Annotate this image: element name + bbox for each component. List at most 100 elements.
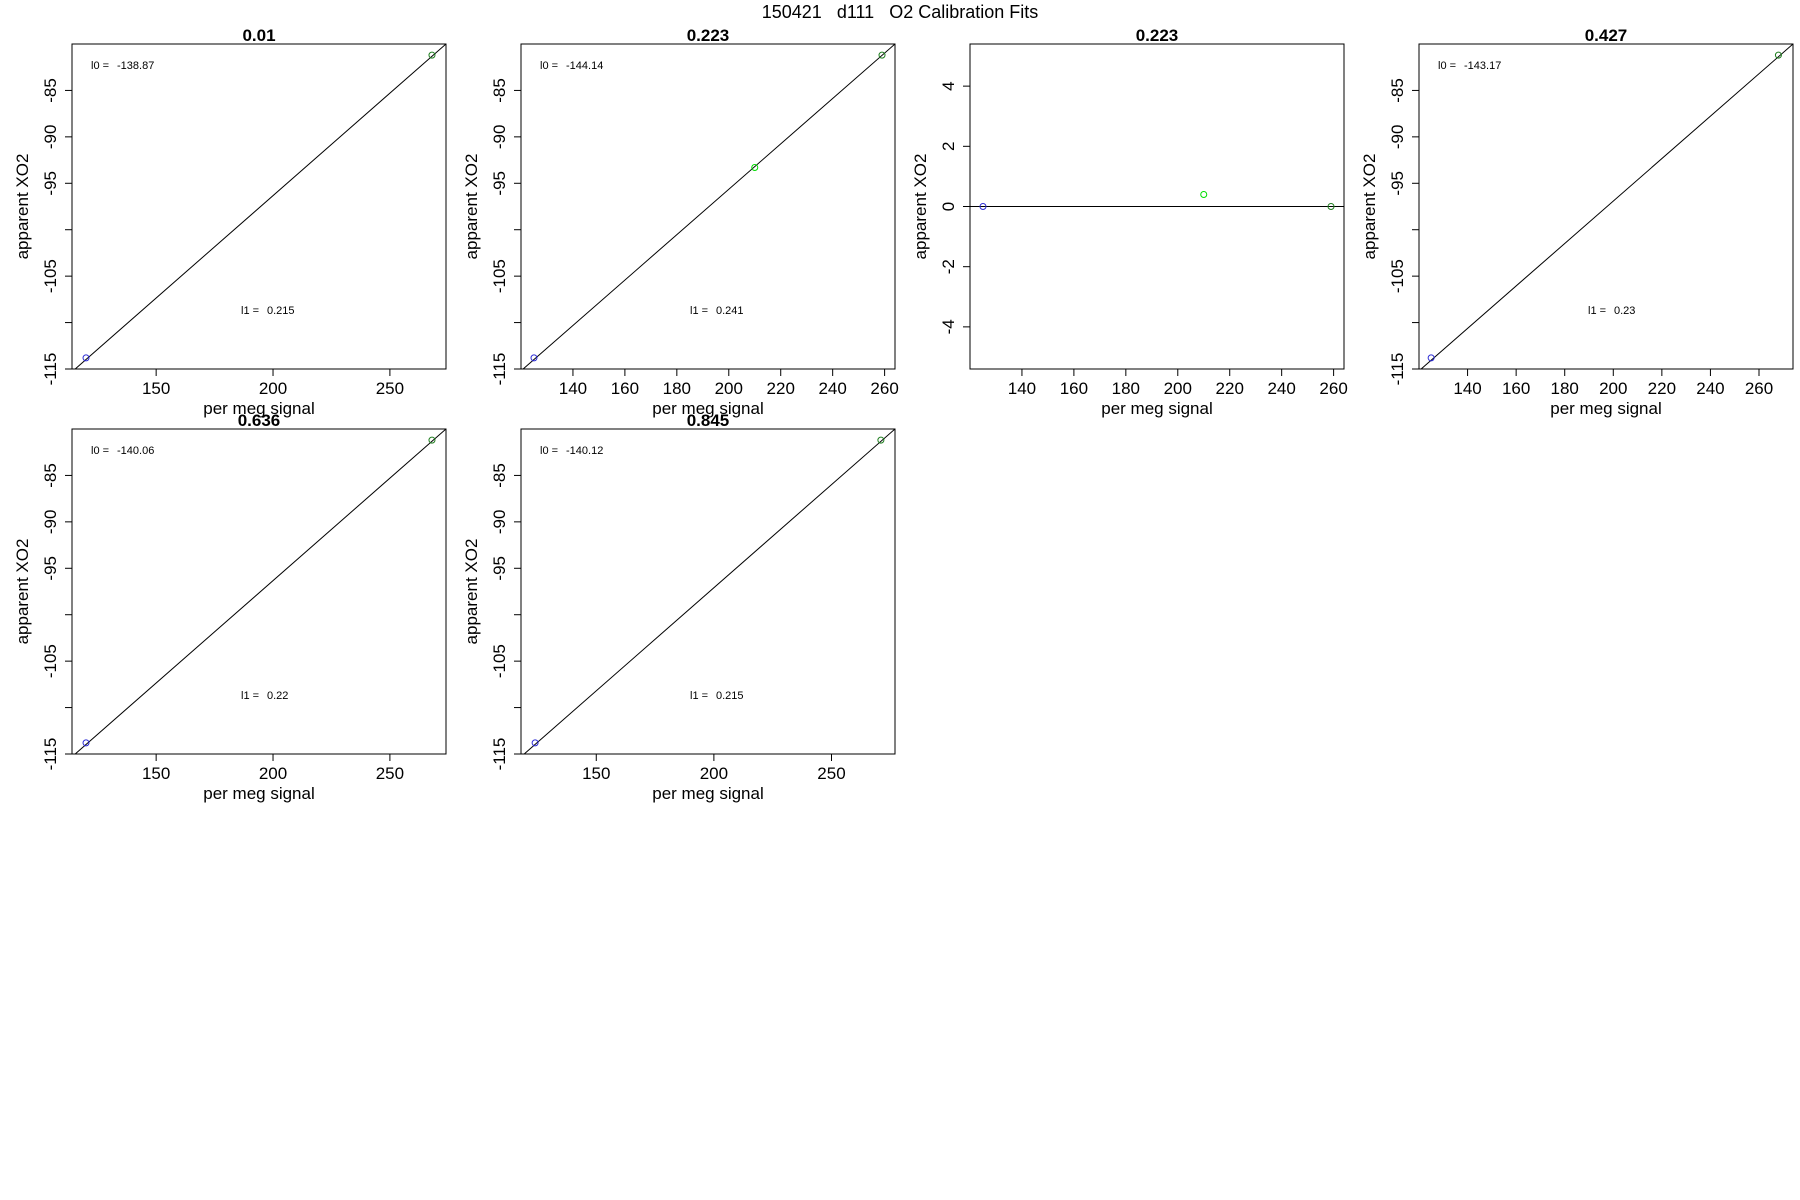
y-tick-label: -105 — [490, 259, 509, 293]
fit-line — [74, 429, 446, 754]
y-tick-label: -85 — [1388, 78, 1407, 103]
data-point — [877, 436, 885, 444]
plot-frame — [520, 43, 896, 370]
l1-label: l1 = — [241, 690, 259, 702]
y-axis-label: apparent XO2 — [1360, 154, 1379, 260]
x-tick-label: 220 — [1648, 379, 1676, 398]
l1-label: l1 = — [690, 690, 708, 702]
y-axis-label: apparent XO2 — [13, 539, 32, 645]
y-tick-label: -85 — [490, 463, 509, 488]
data-point — [1427, 354, 1435, 362]
x-tick-label: 260 — [1319, 379, 1347, 398]
l1-value: 0.215 — [716, 690, 744, 702]
l0-label: l0 = — [91, 60, 109, 72]
x-tick-label: 180 — [1551, 379, 1579, 398]
y-tick-label: -85 — [41, 463, 60, 488]
plot-frame — [71, 43, 447, 370]
y-tick-label: -2 — [939, 259, 958, 274]
y-tick-label: -4 — [939, 319, 958, 334]
data-point — [531, 739, 539, 747]
y-tick-label: 0 — [939, 202, 958, 211]
data-point — [82, 739, 90, 747]
l1-label: l1 = — [1588, 305, 1606, 317]
x-tick-label: 180 — [663, 379, 691, 398]
fit-line — [523, 429, 895, 754]
y-tick-label: -90 — [41, 510, 60, 535]
x-tick-label: 250 — [376, 379, 404, 398]
fit-line — [1420, 44, 1793, 369]
panel-4: 0.427 140 160 180 200 220 240 260 -115 -105 -95 -90… — [1360, 26, 1794, 418]
data-point — [878, 51, 886, 59]
l1-label: l1 = — [690, 305, 708, 317]
panel-title: 0.01 — [242, 26, 275, 45]
x-tick-label: 200 — [715, 379, 743, 398]
data-point — [428, 51, 436, 59]
x-tick-label: 240 — [1267, 379, 1295, 398]
y-tick-label: -115 — [1388, 353, 1407, 386]
y-tick-label: -105 — [1388, 259, 1407, 293]
fit-line — [74, 44, 446, 369]
l0-label: l0 = — [91, 445, 109, 457]
x-axis-label: per meg signal — [652, 784, 764, 803]
y-tick-label: -90 — [490, 125, 509, 150]
x-tick-label: 220 — [767, 379, 795, 398]
fit-line — [522, 44, 895, 369]
panel-6: 0.845 150 200 250 -115 -105 -95 -90 -85 per meg s… — [462, 411, 896, 803]
y-tick-label: -90 — [490, 510, 509, 535]
data-point — [1774, 51, 1782, 59]
plot-frame — [1418, 43, 1794, 370]
panel-title: 0.223 — [1136, 26, 1179, 45]
x-tick-label: 160 — [1060, 379, 1088, 398]
x-tick-label: 140 — [1453, 379, 1481, 398]
panel-title: 0.845 — [687, 411, 730, 430]
y-tick-label: -115 — [490, 353, 509, 386]
panel-title: 0.636 — [238, 411, 281, 430]
l0-value: -143.17 — [1464, 60, 1501, 72]
y-axis-label: apparent XO2 — [462, 539, 481, 645]
x-tick-label: 160 — [611, 379, 639, 398]
x-tick-label: 250 — [817, 764, 845, 783]
x-tick-label: 160 — [1502, 379, 1530, 398]
x-axis-label: per meg signal — [1550, 399, 1662, 418]
figure-title: 150421 d111 O2 Calibration Fits — [761, 2, 1039, 22]
y-tick-label: -95 — [1388, 171, 1407, 196]
data-point — [82, 354, 90, 362]
panel-1: 0.01 150 200 250 -115 -105 -95 -90 -85 per meg si… — [13, 26, 447, 418]
l0-label: l0 = — [540, 445, 558, 457]
y-tick-label: -115 — [490, 738, 509, 771]
x-axis-label: per meg signal — [652, 399, 764, 418]
x-tick-label: 150 — [142, 379, 170, 398]
panel-title: 0.427 — [1585, 26, 1628, 45]
data-point — [979, 203, 987, 210]
x-tick-label: 200 — [1599, 379, 1627, 398]
l1-label: l1 = — [241, 305, 259, 317]
x-tick-label: 200 — [700, 764, 728, 783]
y-tick-label: -85 — [41, 78, 60, 103]
x-tick-label: 150 — [142, 764, 170, 783]
l0-label: l0 = — [540, 60, 558, 72]
x-axis-label: per meg signal — [1101, 399, 1213, 418]
l0-label: l0 = — [1438, 60, 1456, 72]
x-tick-label: 250 — [376, 764, 404, 783]
x-axis-label: per meg signal — [203, 784, 315, 803]
y-tick-label: -95 — [41, 171, 60, 196]
y-tick-label: -90 — [41, 125, 60, 150]
x-tick-label: 200 — [259, 379, 287, 398]
l1-value: 0.23 — [1614, 305, 1635, 317]
y-tick-label: -105 — [41, 644, 60, 678]
x-tick-label: 140 — [559, 379, 587, 398]
x-tick-label: 200 — [259, 764, 287, 783]
y-axis-label: apparent XO2 — [462, 154, 481, 260]
y-tick-label: -105 — [490, 644, 509, 678]
l0-value: -140.12 — [566, 445, 603, 457]
x-tick-label: 240 — [818, 379, 846, 398]
panel-2: 0.223 140 160 180 200 220 240 260 -115 -105 -95 -90… — [462, 26, 899, 418]
y-tick-label: -90 — [1388, 125, 1407, 150]
y-axis-label: apparent XO2 — [13, 154, 32, 260]
l1-value: 0.215 — [267, 305, 295, 317]
panel-5: 0.636 150 200 250 -115 -105 -95 -90 -85 per meg s… — [13, 411, 447, 803]
x-tick-label: 260 — [870, 379, 898, 398]
panel-3: 0.223 140 160 180 200 220 240 260 -4 -2 0 2 4 per meg… — [911, 26, 1348, 418]
x-tick-label: 260 — [1745, 379, 1773, 398]
